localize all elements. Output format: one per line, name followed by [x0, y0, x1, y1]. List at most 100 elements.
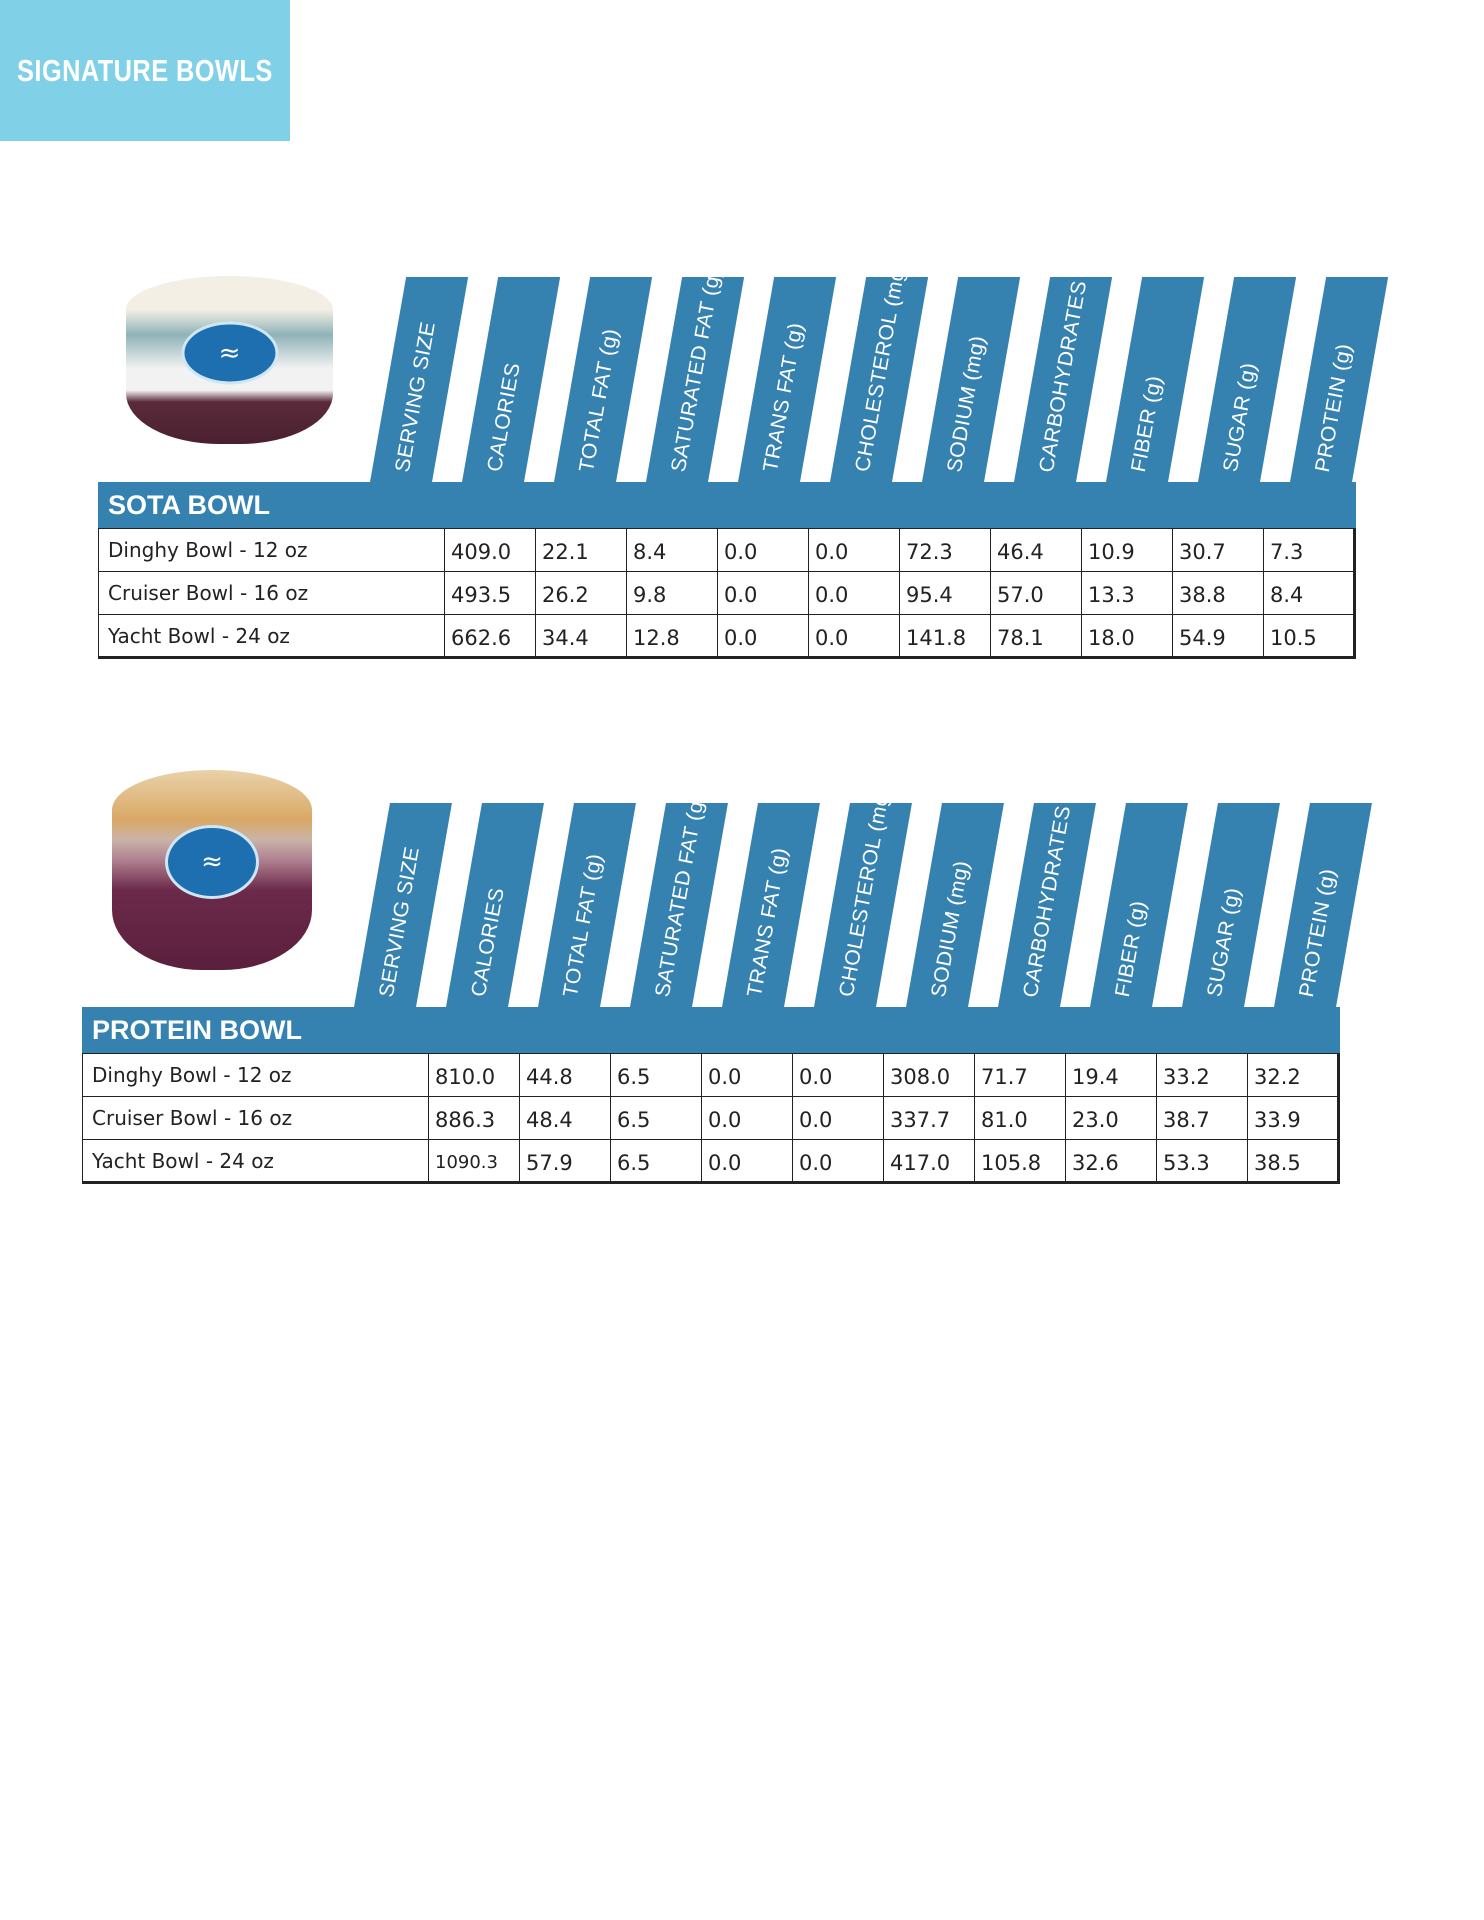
table-row: Yacht Bowl - 24 oz 662.6 34.4 12.8 0.0 0.0 141…	[98, 614, 1356, 659]
value-cell: 810.0	[428, 1053, 520, 1097]
table-row: Dinghy Bowl - 12 oz 409.0 22.1 8.4 0.0 0.0 72.…	[98, 528, 1356, 572]
value-cell: 38.5	[1247, 1139, 1340, 1184]
column-header: SATURATED FAT (g)	[630, 794, 728, 1007]
column-header-label: SUGAR (g)	[1218, 363, 1261, 472]
value-cell: 0.0	[808, 571, 900, 615]
column-header-label: SODIUM (mg)	[926, 860, 974, 997]
value-cell: 0.0	[701, 1096, 793, 1140]
column-header: CHOLESTEROL (mg)	[814, 787, 912, 1007]
column-header: PROTEIN (g)	[1290, 277, 1389, 482]
column-header: CALORIES	[446, 803, 544, 1007]
value-cell: 0.0	[792, 1139, 884, 1184]
column-header: FIBER (g)	[1090, 803, 1188, 1007]
column-header-label: SATURATED FAT (g)	[650, 793, 710, 997]
value-cell: 0.0	[792, 1096, 884, 1140]
table-row: Cruiser Bowl - 16 oz 493.5 26.2 9.8 0.0 0.0 95…	[98, 571, 1356, 615]
column-header-label: SERVING SIZE	[374, 846, 425, 997]
column-header: SUGAR (g)	[1198, 277, 1297, 482]
value-cell: 0.0	[717, 571, 809, 615]
column-header: TRANS FAT (g)	[722, 803, 820, 1007]
serving-size-cell: Cruiser Bowl - 16 oz	[82, 1096, 429, 1140]
column-header: CARBOHYDRATES	[1014, 277, 1113, 482]
section-title-bar: PROTEIN BOWL	[82, 1007, 1340, 1053]
column-header: CARBOHYDRATES	[998, 803, 1096, 1007]
value-cell: 81.0	[974, 1096, 1066, 1140]
column-header-label: FIBER (g)	[1110, 900, 1151, 997]
value-cell: 95.4	[899, 571, 991, 615]
column-header-label: PROTEIN (g)	[1294, 868, 1341, 997]
value-cell: 54.9	[1172, 614, 1264, 659]
value-cell: 7.3	[1263, 528, 1356, 572]
column-header-label: SODIUM (mg)	[942, 335, 990, 472]
bowl-photo: ≈	[126, 276, 333, 444]
serving-size-cell: Dinghy Bowl - 12 oz	[98, 528, 445, 572]
column-header-label: SUGAR (g)	[1202, 888, 1245, 997]
value-cell: 8.4	[1263, 571, 1356, 615]
banner-title: SIGNATURE BOWLS	[17, 52, 273, 88]
value-cell: 57.0	[990, 571, 1082, 615]
value-cell: 34.4	[535, 614, 627, 659]
column-header: SERVING SIZE	[370, 277, 469, 482]
table-row: Cruiser Bowl - 16 oz 886.3 48.4 6.5 0.0 0.0 33…	[82, 1096, 1340, 1140]
column-header-label: CHOLESTEROL (mg)	[850, 262, 911, 472]
serving-size-cell: Yacht Bowl - 24 oz	[82, 1139, 429, 1184]
section-title: PROTEIN BOWL	[92, 1014, 302, 1045]
value-cell: 493.5	[444, 571, 536, 615]
value-cell: 53.3	[1156, 1139, 1248, 1184]
column-header-label: TRANS FAT (g)	[742, 848, 793, 997]
value-cell: 0.0	[808, 528, 900, 572]
value-cell: 13.3	[1081, 571, 1173, 615]
value-cell: 0.0	[701, 1139, 793, 1184]
value-cell: 26.2	[535, 571, 627, 615]
column-header: TOTAL FAT (g)	[554, 277, 653, 482]
value-cell: 1090.3	[428, 1139, 520, 1184]
column-header-label: CARBOHYDRATES	[1034, 280, 1092, 472]
column-header-label: SATURATED FAT (g)	[666, 268, 726, 472]
serving-size-cell: Dinghy Bowl - 12 oz	[82, 1053, 429, 1097]
value-cell: 0.0	[717, 614, 809, 659]
nautical-bowls-logo: ≈	[180, 321, 279, 385]
value-cell: 308.0	[883, 1053, 975, 1097]
value-cell: 886.3	[428, 1096, 520, 1140]
column-header-label: PROTEIN (g)	[1310, 343, 1357, 472]
value-cell: 71.7	[974, 1053, 1066, 1097]
value-cell: 337.7	[883, 1096, 975, 1140]
column-header: SATURATED FAT (g)	[646, 269, 745, 482]
value-cell: 30.7	[1172, 528, 1264, 572]
value-cell: 18.0	[1081, 614, 1173, 659]
value-cell: 33.2	[1156, 1053, 1248, 1097]
value-cell: 105.8	[974, 1139, 1066, 1184]
value-cell: 6.5	[610, 1053, 702, 1097]
value-cell: 0.0	[792, 1053, 884, 1097]
value-cell: 22.1	[535, 528, 627, 572]
column-header-label: TRANS FAT (g)	[758, 323, 809, 472]
column-header: FIBER (g)	[1106, 277, 1205, 482]
bowl-photo: ≈	[112, 770, 312, 970]
section-banner: SIGNATURE BOWLS	[0, 0, 290, 141]
column-header-label: CARBOHYDRATES	[1018, 805, 1076, 997]
nutrition-table: Dinghy Bowl - 12 oz 409.0 22.1 8.4 0.0 0.0 72.…	[98, 528, 1356, 659]
value-cell: 44.8	[519, 1053, 611, 1097]
column-header-label: CHOLESTEROL (mg)	[834, 787, 895, 997]
section-title-bar: SOTA BOWL	[98, 482, 1356, 528]
column-header-label: SERVING SIZE	[390, 321, 441, 472]
nutrition-table: Dinghy Bowl - 12 oz 810.0 44.8 6.5 0.0 0.0 308…	[82, 1053, 1340, 1184]
value-cell: 33.9	[1247, 1096, 1340, 1140]
value-cell: 6.5	[610, 1096, 702, 1140]
value-cell: 23.0	[1065, 1096, 1157, 1140]
value-cell: 10.5	[1263, 614, 1356, 659]
section-title: SOTA BOWL	[108, 489, 270, 520]
column-header: CHOLESTEROL (mg)	[830, 262, 929, 482]
value-cell: 78.1	[990, 614, 1082, 659]
column-header: TOTAL FAT (g)	[538, 803, 636, 1007]
value-cell: 19.4	[1065, 1053, 1157, 1097]
value-cell: 0.0	[808, 614, 900, 659]
value-cell: 0.0	[717, 528, 809, 572]
value-cell: 32.2	[1247, 1053, 1340, 1097]
value-cell: 12.8	[626, 614, 718, 659]
serving-size-cell: Cruiser Bowl - 16 oz	[98, 571, 445, 615]
column-header: TRANS FAT (g)	[738, 277, 837, 482]
table-row: Dinghy Bowl - 12 oz 810.0 44.8 6.5 0.0 0.0 308…	[82, 1053, 1340, 1097]
value-cell: 10.9	[1081, 528, 1173, 572]
serving-size-cell: Yacht Bowl - 24 oz	[98, 614, 445, 659]
